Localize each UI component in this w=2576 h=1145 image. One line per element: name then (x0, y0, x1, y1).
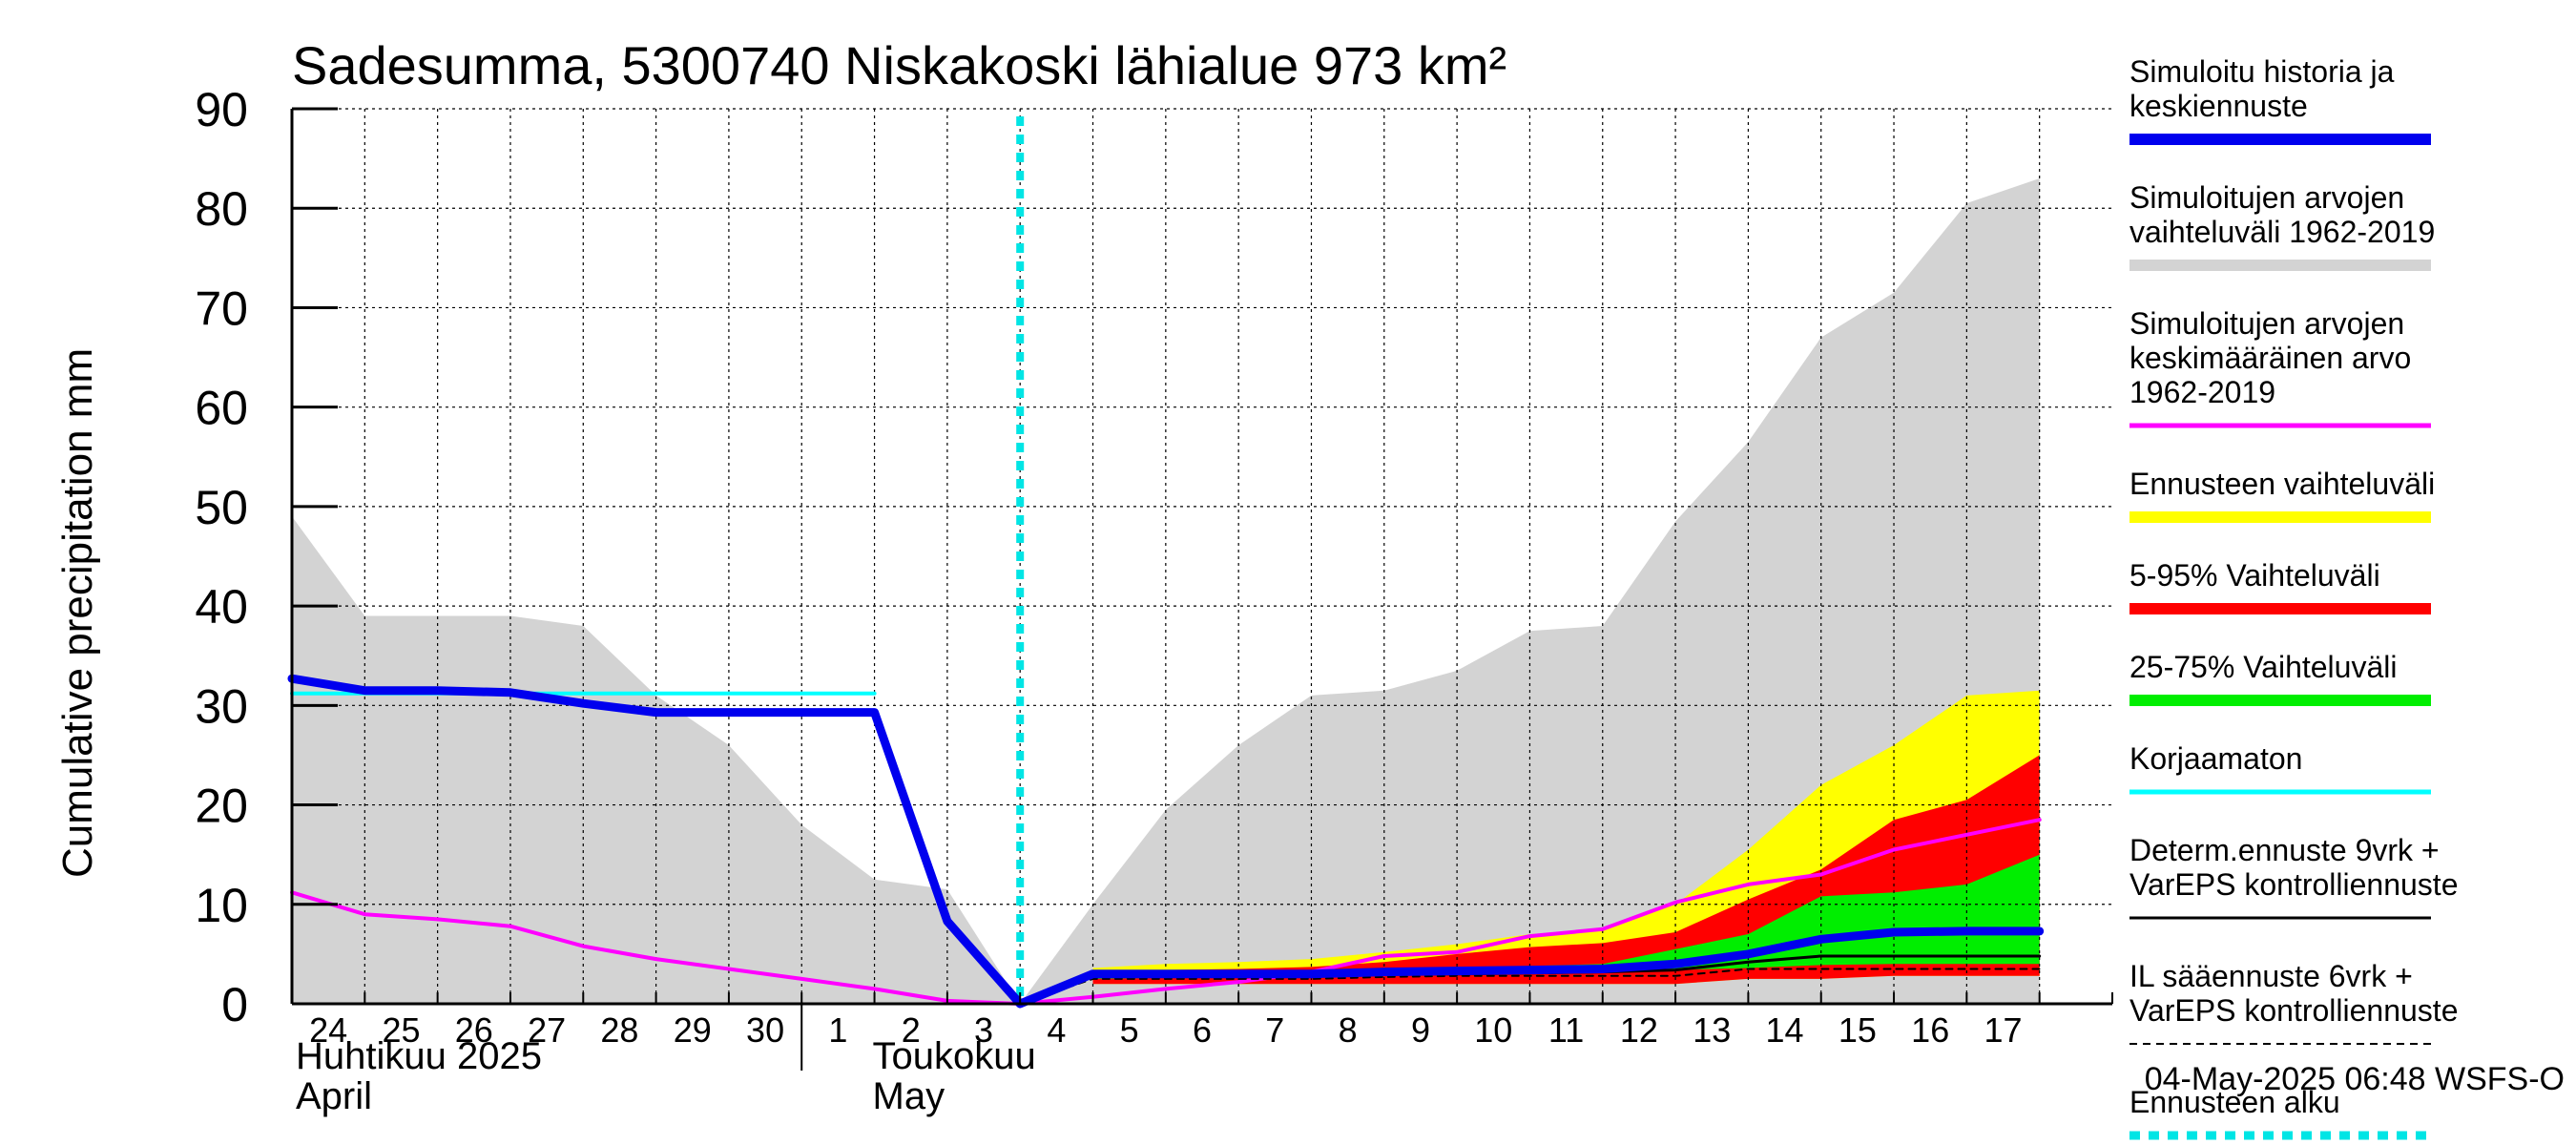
x-tick-label: 7 (1265, 1010, 1284, 1050)
band-p25_75 (1092, 854, 2040, 979)
x-tick-label: 17 (1984, 1010, 2022, 1050)
legend-label: vaihteluväli 1962-2019 (2129, 215, 2435, 249)
legend-entry: 25-75% Vaihteluväli (2129, 650, 2431, 706)
x-tick-label: 13 (1693, 1010, 1731, 1050)
x-tick-label: 9 (1411, 1010, 1430, 1050)
x-tick-label: 10 (1474, 1010, 1512, 1050)
grid-layer (292, 108, 2112, 1004)
x-tick-label: 12 (1620, 1010, 1658, 1050)
y-tick-label: 0 (221, 978, 248, 1031)
x-tick-label: 4 (1047, 1010, 1066, 1050)
timestamp: 04-May-2025 06:48 WSFS-O (2145, 1061, 2565, 1097)
x-tick-label: 14 (1766, 1010, 1804, 1050)
x-tick-label: 28 (600, 1010, 638, 1050)
y-tick-label: 60 (195, 382, 248, 435)
y-axis-label: Cumulative precipitation mm (54, 348, 101, 878)
legend-label: Simuloitu historia ja (2129, 54, 2395, 89)
legend: Simuloitu historia jakeskiennusteSimuloi… (2129, 54, 2458, 1140)
x-tick-label: 24 (309, 1010, 347, 1050)
legend-entry: Determ.ennuste 9vrk +VarEPS kontrollienn… (2129, 833, 2458, 920)
legend-label: VarEPS kontrolliennuste (2129, 993, 2458, 1028)
x-tick-label: 3 (974, 1010, 993, 1050)
legend-label: Korjaamaton (2129, 741, 2302, 776)
legend-entry: Korjaamaton (2129, 741, 2431, 795)
month-label-april-en: April (296, 1075, 372, 1117)
legend-label: 25-75% Vaihteluväli (2129, 650, 2397, 684)
legend-label: Determ.ennuste 9vrk + (2129, 833, 2440, 867)
legend-label: 1962-2019 (2129, 375, 2275, 409)
month-label-may-fi: Toukokuu (873, 1035, 1036, 1077)
x-tick-label: 5 (1120, 1010, 1139, 1050)
y-tick-label: 80 (195, 182, 248, 236)
legend-label: Ennusteen vaihteluväli (2129, 467, 2435, 501)
legend-label: Simuloitujen arvojen (2129, 180, 2404, 215)
x-tick-label: 6 (1193, 1010, 1212, 1050)
x-tick-label: 30 (746, 1010, 784, 1050)
x-tick-label: 26 (455, 1010, 493, 1050)
y-tick-label: 90 (195, 83, 248, 136)
y-tick-label: 10 (195, 879, 248, 932)
legend-label: VarEPS kontrolliennuste (2129, 867, 2458, 902)
legend-label: IL sääennuste 6vrk + (2129, 959, 2413, 993)
x-tick-label: 29 (674, 1010, 712, 1050)
legend-label: keskimääräinen arvo (2129, 341, 2411, 375)
series-line-mean_hist (290, 818, 2042, 1006)
lines-layer (287, 116, 2045, 1009)
legend-label: 5-95% Vaihteluväli (2129, 558, 2380, 593)
series-line-sim_history (287, 674, 2045, 1009)
x-tick-label: 8 (1339, 1010, 1358, 1050)
x-tick-label: 11 (1548, 1010, 1584, 1050)
y-tick-label: 50 (195, 481, 248, 534)
y-tick-label: 20 (195, 780, 248, 833)
legend-entry: Ennusteen vaihteluväli (2129, 467, 2435, 523)
legend-label: Simuloitujen arvojen (2129, 306, 2404, 341)
legend-entry: Ennusteen alku (2129, 1085, 2431, 1140)
x-tick-label: 16 (1911, 1010, 1949, 1050)
x-tick-label: 1 (828, 1010, 847, 1050)
y-tick-label: 30 (195, 679, 248, 733)
x-tick-label: 2 (902, 1010, 921, 1050)
x-tick-label: 15 (1839, 1010, 1877, 1050)
month-label-april-fi: Huhtikuu 2025 (296, 1035, 542, 1077)
legend-label: Ennusteen alku (2129, 1085, 2340, 1119)
legend-label: keskiennuste (2129, 89, 2308, 123)
y-tick-label: 70 (195, 281, 248, 335)
chart-title: Sadesumma, 5300740 Niskakoski lähialue 9… (292, 35, 1506, 95)
month-label-may-en: May (873, 1075, 945, 1117)
legend-entry: IL sääennuste 6vrk + VarEPS kontrollienn… (2129, 959, 2458, 1045)
y-tick-label: 40 (195, 580, 248, 634)
series-line-il_forecast (1019, 968, 2041, 1005)
legend-entry: 5-95% Vaihteluväli (2129, 558, 2431, 614)
x-tick-label: 25 (382, 1010, 420, 1050)
x-tick-label: 27 (528, 1010, 566, 1050)
